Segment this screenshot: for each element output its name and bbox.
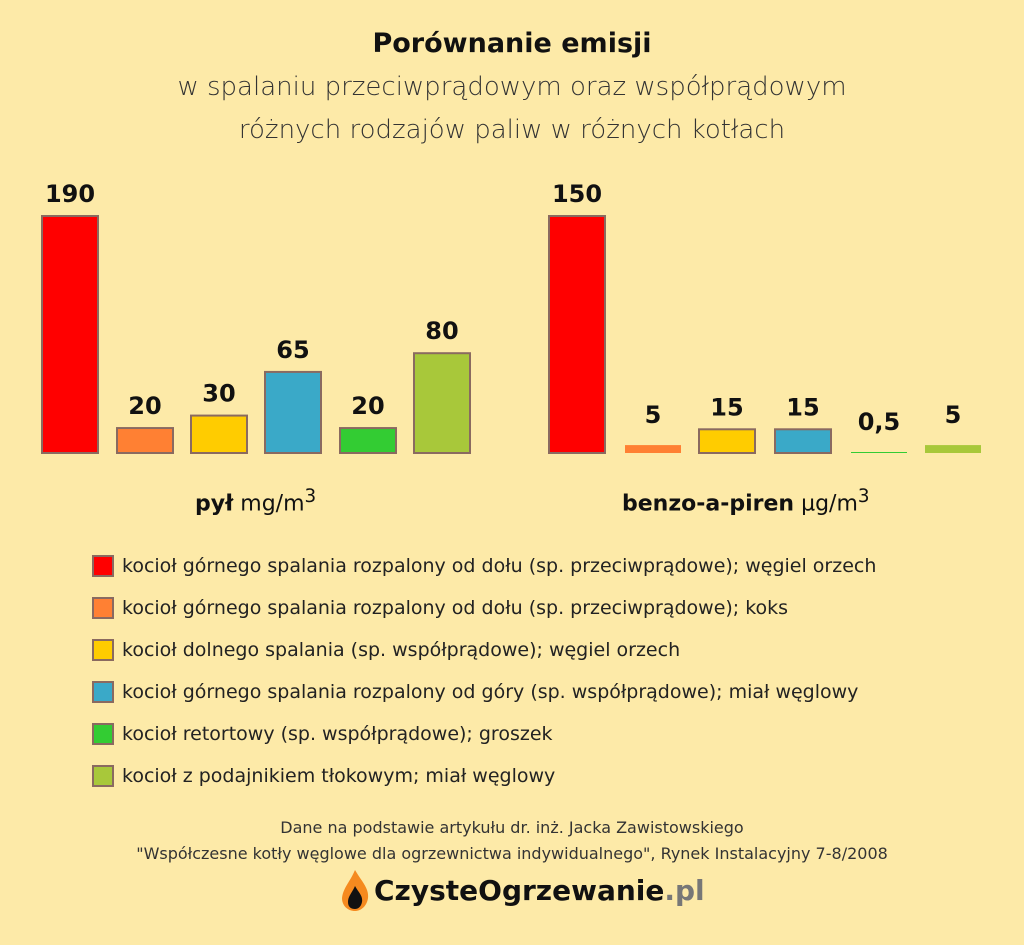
bar — [698, 428, 756, 454]
data-label: 20 — [128, 392, 161, 420]
legend-item: kocioł dolnego spalania (sp. współprądow… — [92, 629, 876, 671]
source-line-2: "Współczesne kotły węglowe dla ogrzewnic… — [136, 844, 888, 863]
chart-title: Porównanie emisji — [372, 28, 652, 59]
legend-swatch — [92, 765, 114, 787]
bar — [851, 452, 907, 453]
legend-item: kocioł górnego spalania rozpalony od gór… — [92, 671, 876, 713]
bar-charts: 190 20 30 65 20 80 150 5 15 15 0,5 5 — [41, 180, 981, 455]
logo: CzysteOgrzewanie .pl — [340, 868, 705, 912]
series-name: pył — [195, 491, 234, 517]
legend-swatch — [92, 555, 114, 577]
bar — [925, 445, 981, 453]
series-name: benzo-a-piren — [622, 491, 795, 517]
bar — [625, 445, 681, 453]
unit-sup: 3 — [857, 486, 870, 507]
axis-label-pyl: pył mg/m3 — [195, 486, 316, 516]
data-label: 150 — [552, 180, 602, 208]
legend-swatch — [92, 681, 114, 703]
legend-swatch — [92, 597, 114, 619]
data-label: 65 — [276, 336, 309, 364]
data-label: 5 — [645, 401, 662, 429]
flame-icon — [342, 870, 369, 911]
bar — [548, 215, 606, 454]
data-label: 0,5 — [858, 408, 901, 436]
bar — [413, 352, 471, 455]
data-label: 80 — [425, 317, 458, 345]
source-note: Dane na podstawie artykułu dr. inż. Jack… — [0, 815, 1024, 867]
legend-item: kocioł górnego spalania rozpalony od doł… — [92, 545, 876, 587]
bar — [190, 414, 248, 454]
logo-text: CzysteOgrzewanie — [374, 873, 665, 907]
unit: mg/m — [240, 491, 305, 517]
data-label: 15 — [710, 393, 743, 421]
legend: kocioł górnego spalania rozpalony od doł… — [92, 545, 876, 797]
legend-label: kocioł retortowy (sp. współprądowe); gro… — [122, 723, 553, 745]
data-label: 5 — [945, 401, 962, 429]
chart-subtitle-1: w spalaniu przeciwprądowym oraz współprą… — [177, 72, 847, 102]
bar — [774, 428, 832, 454]
legend-item: kocioł z podajnikiem tłokowym; miał węgl… — [92, 755, 876, 797]
chart-subtitle-2: różnych rodzajów paliw w różnych kotłach — [238, 115, 786, 145]
unit: µg/m — [801, 491, 858, 517]
legend-swatch — [92, 639, 114, 661]
unit-sup: 3 — [304, 486, 317, 507]
legend-label: kocioł górnego spalania rozpalony od doł… — [122, 555, 877, 577]
legend-swatch — [92, 723, 114, 745]
bar — [339, 427, 397, 455]
legend-item: kocioł górnego spalania rozpalony od doł… — [92, 587, 876, 629]
data-label: 15 — [786, 393, 819, 421]
bar — [116, 427, 174, 455]
legend-item: kocioł retortowy (sp. współprądowe); gro… — [92, 713, 876, 755]
legend-label: kocioł górnego spalania rozpalony od doł… — [122, 597, 789, 619]
source-line-1: Dane na podstawie artykułu dr. inż. Jack… — [280, 818, 744, 837]
bar — [264, 370, 322, 454]
data-label: 30 — [202, 380, 235, 408]
data-label: 20 — [351, 392, 384, 420]
legend-label: kocioł dolnego spalania (sp. współprądow… — [122, 639, 681, 661]
legend-label: kocioł górnego spalania rozpalony od gór… — [122, 681, 859, 703]
logo-tld: .pl — [664, 873, 705, 907]
bar — [41, 215, 99, 454]
data-label: 190 — [45, 180, 95, 208]
axis-label-bap: benzo-a-piren µg/m3 — [622, 486, 870, 516]
legend-label: kocioł z podajnikiem tłokowym; miał węgl… — [122, 765, 556, 787]
